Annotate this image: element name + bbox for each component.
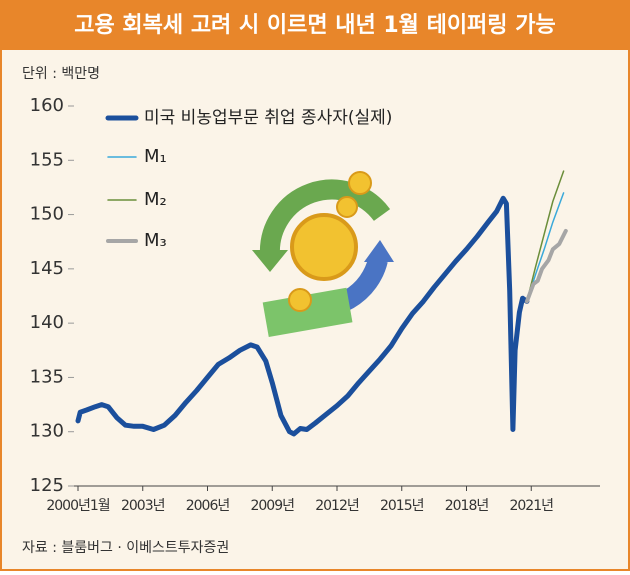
y-tick-label: 145 — [30, 258, 64, 279]
series-line — [75, 195, 530, 437]
legend-label: M₁ — [144, 146, 167, 167]
x-tick-label: 2021년 — [509, 498, 553, 514]
legend-label: M₃ — [144, 230, 167, 251]
x-tick-label: 2003년 — [121, 498, 165, 514]
y-tick-label: 130 — [30, 421, 64, 442]
x-tick-label: 2012년 — [315, 498, 359, 514]
x-tick-label: 2006년 — [186, 498, 230, 514]
coin — [336, 196, 358, 218]
coin — [348, 171, 372, 195]
y-tick-label: 140 — [30, 312, 64, 333]
x-tick-label: 2018년 — [445, 498, 489, 514]
series-line — [526, 170, 565, 303]
y-tick-label: 150 — [30, 204, 64, 225]
blue-arrow-head — [364, 240, 394, 262]
green-arrow — [259, 179, 391, 256]
header-band — [0, 0, 630, 50]
green-arrow-head — [252, 250, 288, 272]
source-note: 자료 : 블룸버그 · 이베스트투자증권 — [22, 540, 229, 556]
x-tick-label: 2009년 — [250, 498, 294, 514]
series-line — [524, 228, 568, 304]
chart-title: 고용 회복세 고려 시 이르면 내년 1월 테이퍼링 가능 — [74, 13, 555, 38]
y-tick-label: 160 — [30, 95, 64, 116]
y-tick-label: 125 — [30, 475, 64, 496]
banknote — [262, 287, 353, 338]
coin — [290, 213, 358, 281]
legend-label: M₂ — [144, 189, 167, 210]
x-tick-label: 2000년1월 — [46, 498, 109, 514]
y-tick-label: 155 — [30, 149, 64, 170]
y-tick-label: 135 — [30, 366, 64, 387]
x-tick-label: 2015년 — [380, 498, 424, 514]
unit-label: 단위 : 백만명 — [22, 66, 100, 82]
illustration — [252, 171, 394, 338]
coin — [288, 288, 312, 312]
legend-label: 미국 비농업부문 취업 종사자(실제) — [144, 108, 392, 128]
